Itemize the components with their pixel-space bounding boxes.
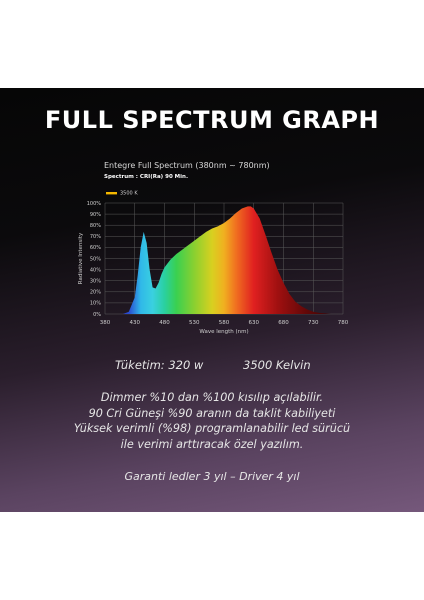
y-tick-label: 20%: [90, 290, 101, 296]
y-tick-label: 0%: [93, 312, 101, 318]
y-tick-label: 10%: [90, 301, 101, 307]
x-tick-label: 480: [159, 320, 170, 326]
description-line: Dimmer %10 dan %100 kısılıp açılabilir.: [100, 391, 324, 404]
power-consumption: Tüketim: 320 w: [115, 358, 204, 372]
chart-subtitle-value: CRI(Ra) 90 Min.: [139, 174, 189, 180]
description-line: Yüksek verimli (%98) programlanabilir le…: [73, 422, 351, 435]
x-tick-label: 680: [278, 320, 289, 326]
y-tick-label: 40%: [90, 267, 101, 273]
x-tick-label: 430: [130, 320, 141, 326]
y-tick-label: 100%: [87, 201, 102, 207]
x-tick-label: 630: [249, 320, 260, 326]
chart-title: Entegre Full Spectrum (380nm ~ 780nm): [104, 161, 270, 170]
spectrum-chart: 0% 10% 20% 30% 40% 50% 60% 70% 80% 90% 100% 380 430 4…: [78, 191, 349, 335]
y-tick-label: 80%: [90, 223, 101, 229]
description-block: Dimmer %10 dan %100 kısılıp açılabilir. …: [0, 390, 424, 452]
page-title: FULL SPECTRUM GRAPH: [44, 106, 380, 134]
warranty-text: Garanti ledler 3 yıl – Driver 4 yıl: [124, 470, 300, 483]
y-tick-label: 70%: [90, 234, 101, 240]
x-tick-label: 780: [338, 320, 349, 326]
y-axis-title: Radiative Intensity: [78, 232, 84, 284]
y-tick-label: 90%: [90, 212, 101, 218]
x-tick-label: 380: [100, 320, 111, 326]
legend-label: 3500 K: [120, 191, 138, 197]
y-tick-label: 30%: [90, 279, 101, 285]
y-tick-label: 60%: [90, 245, 101, 251]
x-tick-label: 580: [219, 320, 230, 326]
x-axis-title: Wave length (nm): [199, 329, 248, 335]
y-tick-label: 50%: [90, 256, 101, 262]
chart-subtitle: Spectrum : CRI(Ra) 90 Min.: [104, 174, 188, 180]
x-tick-label: 530: [189, 320, 200, 326]
spectrum-area: [105, 206, 343, 314]
x-tick-label: 730: [308, 320, 319, 326]
description-line: 90 Cri Güneşi %90 aranın da taklit kabil…: [88, 406, 336, 420]
description-line: ile verimi arttıracak özel yazılım.: [120, 437, 304, 451]
product-info-panel: FULL SPECTRUM GRAPH 0% 10% 20% 30% 40% 50% 60%…: [0, 88, 424, 512]
legend-swatch: [106, 192, 117, 195]
color-temperature: 3500 Kelvin: [243, 358, 311, 372]
chart-subtitle-label: Spectrum :: [104, 174, 140, 180]
